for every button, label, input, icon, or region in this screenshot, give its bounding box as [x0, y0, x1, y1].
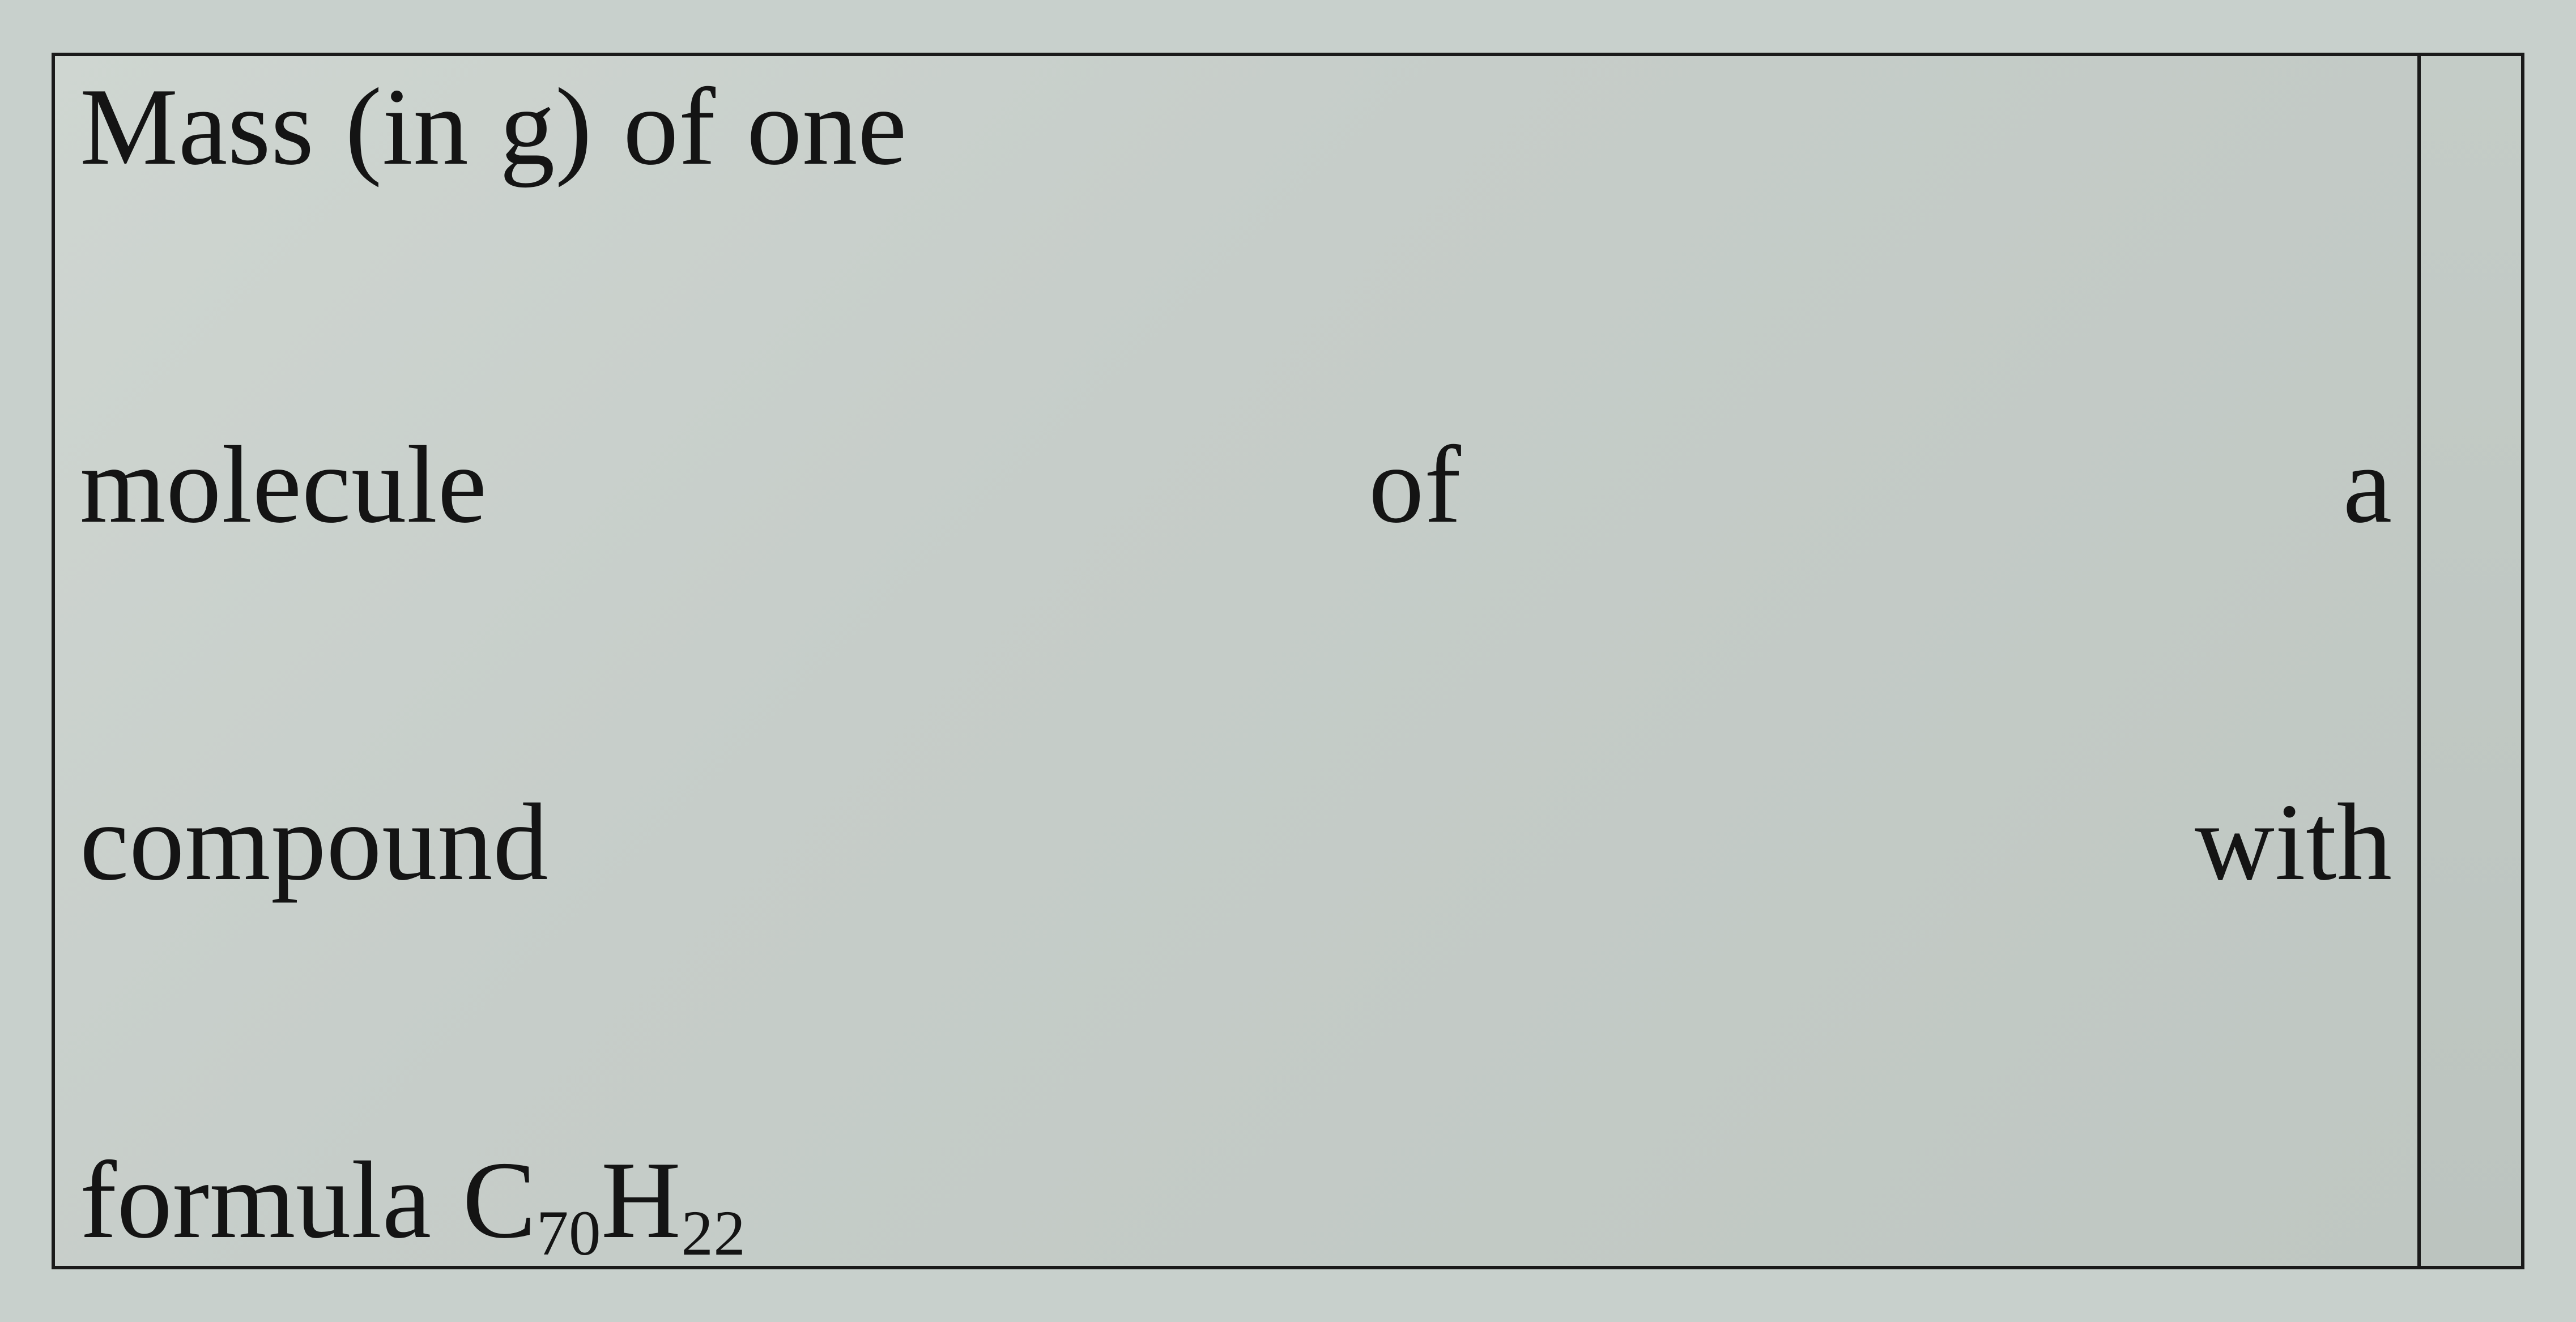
- subscript: 22: [681, 1201, 746, 1265]
- table-frame: Mass (in g) of one molecule of a compoun…: [52, 53, 2524, 1269]
- word: with: [2195, 787, 2392, 898]
- element-symbol: H: [601, 1145, 681, 1256]
- question-text: Mass (in g) of one molecule of a compoun…: [80, 72, 2392, 1255]
- adjacent-cell: [2421, 53, 2524, 1269]
- word: a: [2343, 430, 2392, 540]
- word: Mass: [80, 72, 314, 182]
- subscript: 70: [537, 1201, 601, 1265]
- text-line-1: Mass (in g) of one: [80, 72, 2392, 182]
- word: of: [623, 72, 716, 182]
- word: compound: [80, 787, 548, 898]
- word: formula: [80, 1145, 432, 1256]
- word: g): [500, 72, 592, 182]
- word: of: [1369, 430, 1461, 540]
- text-line-3: compound with: [80, 787, 2392, 898]
- word: (in: [345, 72, 469, 182]
- text-line-2: molecule of a: [80, 430, 2392, 540]
- word: one: [747, 72, 907, 182]
- chemical-formula: C 70 H 22: [462, 1145, 746, 1256]
- question-cell: Mass (in g) of one molecule of a compoun…: [52, 53, 2421, 1269]
- word: molecule: [80, 430, 487, 540]
- text-line-4: formula C 70 H 22: [80, 1145, 2392, 1256]
- element-symbol: C: [462, 1145, 537, 1256]
